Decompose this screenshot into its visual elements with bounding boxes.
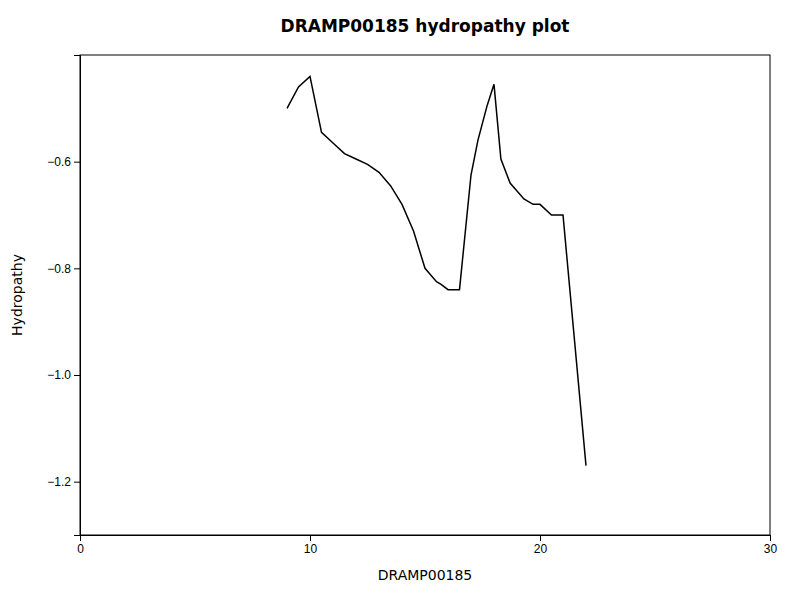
tick: 20 [534,535,548,556]
tick-label: −0.8 [47,262,71,276]
chart: 0 10 20 30 −1.2 −1.0 −0.8 −0.6 DRAMP00185 hydrop… [0,0,800,600]
tick-label: 0 [77,542,84,556]
tick: −1.0 [47,368,80,382]
tick-mark [540,535,541,541]
tick-mark [74,268,80,269]
tick-mark [74,375,80,376]
x-axis: 0 10 20 30 [77,535,777,556]
plot: 0 10 20 30 −1.2 −1.0 −0.8 −0.6 [47,55,777,556]
tick-mark [770,535,771,541]
marks [287,76,586,465]
plot-frame [80,55,770,535]
tick: 10 [304,535,318,556]
axis-domain [74,56,81,536]
tick-label: 20 [534,542,548,556]
tick-mark [310,535,311,541]
tick: −0.8 [47,262,80,276]
tick-label: 30 [764,542,778,556]
tick-label: −0.6 [47,155,71,169]
tick: −1.2 [47,475,80,489]
tick-mark [74,162,80,163]
tick: 30 [764,535,778,556]
y-axis: −1.2 −1.0 −0.8 −0.6 [47,56,80,536]
tick: 0 [77,535,84,556]
title: DRAMP00185 hydropathy plot [281,16,570,36]
axis-domain [81,536,771,542]
tick-label: −1.2 [47,475,71,489]
tick-mark [74,482,80,483]
tick-label: 10 [304,542,318,556]
line [287,76,586,465]
tick: −0.6 [47,155,80,169]
y-axis-title: Hydropathy [9,254,25,336]
tick-label: −1.0 [47,368,71,382]
x-axis-title: DRAMP00185 [378,567,473,583]
